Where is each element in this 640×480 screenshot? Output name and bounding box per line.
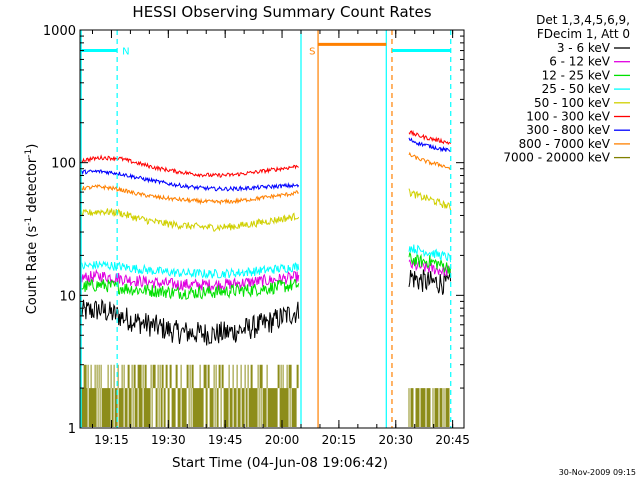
x-axis-ticks: 19:15 19:30 19:45 20:00 20:15 20:30 20:45 xyxy=(92,30,470,447)
series-800-7000-kev xyxy=(80,151,451,206)
legend-label: 25 - 50 keV xyxy=(542,82,611,96)
series-3-6-kev-segment-2 xyxy=(408,269,452,295)
annotation-n: N xyxy=(122,47,129,58)
legend-label: 300 - 800 keV xyxy=(526,123,610,137)
legend-entry-25-50-kev: 25 - 50 keV xyxy=(542,82,630,96)
legend-entry-800-7000-kev: 800 - 7000 keV xyxy=(519,137,630,151)
series-25-50-kev-segment-2 xyxy=(408,244,452,263)
y-tick-label: 1000 xyxy=(43,24,76,39)
series-800-7000-kev-segment-2 xyxy=(408,151,451,171)
series-100-300-kev-segment-2 xyxy=(408,129,452,146)
x-tick-label: 20:45 xyxy=(435,433,470,447)
legend-entry-3-6-kev: 3 - 6 keV xyxy=(557,41,630,55)
legend-label: 12 - 25 keV xyxy=(542,68,611,82)
x-tick-label: 19:30 xyxy=(151,433,186,447)
legend-label: 6 - 12 keV xyxy=(549,55,611,69)
legend-header-line-1: Det 1,3,4,5,6,9, xyxy=(536,13,630,27)
series-300-800-kev-segment-2 xyxy=(408,137,451,153)
series-50-100-kev-segment-2 xyxy=(408,188,452,211)
series-6-12-kev-segment-1 xyxy=(80,268,300,293)
x-tick-label: 20:15 xyxy=(322,433,357,447)
y-tick-label: 100 xyxy=(51,157,76,172)
timestamp: 30-Nov-2009 09:15 xyxy=(559,468,636,477)
legend-label: 50 - 100 keV xyxy=(534,96,611,110)
legend-entry-7000-20000-kev: 7000 - 20000 keV xyxy=(503,151,630,165)
series-3-6-kev-segment-1 xyxy=(80,298,300,346)
legend-entry-100-300-kev: 100 - 300 keV xyxy=(526,110,630,124)
legend-label: 3 - 6 keV xyxy=(557,41,611,55)
series-800-7000-kev-segment-1 xyxy=(80,184,299,206)
x-tick-label: 19:15 xyxy=(94,433,129,447)
x-tick-label: 19:45 xyxy=(208,433,243,447)
legend-label: 800 - 7000 keV xyxy=(519,137,611,151)
series-25-50-kev-segment-1 xyxy=(80,260,300,280)
y-axis-label-sup-2: -1 xyxy=(24,149,34,158)
annotation-s: S xyxy=(309,47,315,58)
y-tick-label: 10 xyxy=(59,289,76,304)
series-12-25-kev-segment-2 xyxy=(408,252,452,275)
x-axis-label: Start Time (04-Jun-08 19:06:42) xyxy=(172,455,388,471)
legend-label: 100 - 300 keV xyxy=(526,110,610,124)
x-tick-label: 20:00 xyxy=(265,433,300,447)
y-axis-ticks: 1 10 100 1000 xyxy=(43,24,464,437)
series-25-50-kev xyxy=(80,244,452,280)
y-axis-label: Count Rate (s-1 detector-1) xyxy=(24,144,40,315)
plot-frame xyxy=(79,29,465,429)
y-tick-label: 1 xyxy=(68,422,76,437)
y-axis-label-mid: detector xyxy=(25,157,40,217)
legend: Det 1,3,4,5,6,9, FDecim 1, Att 0 3 - 6 k… xyxy=(503,13,630,165)
legend-header-line-2: FDecim 1, Att 0 xyxy=(537,27,630,41)
chart-title: HESSI Observing Summary Count Rates xyxy=(132,3,431,21)
legend-entry-6-12-kev: 6 - 12 keV xyxy=(549,55,630,69)
series-7000-20000-kev xyxy=(80,364,450,427)
x-tick-label: 20:30 xyxy=(378,433,413,447)
series-7000-20000-kev-segment-2 xyxy=(408,388,450,427)
series-3-6-kev xyxy=(80,269,452,346)
legend-label: 7000 - 20000 keV xyxy=(503,151,610,165)
legend-entry-12-25-kev: 12 - 25 keV xyxy=(542,68,630,82)
legend-entry-50-100-kev: 50 - 100 keV xyxy=(534,96,630,110)
y-axis-label-sup-1: -1 xyxy=(24,217,34,226)
y-axis-label-end: ) xyxy=(25,144,40,149)
legend-entry-300-800-kev: 300 - 800 keV xyxy=(526,123,630,137)
y-axis-label-main: Count Rate (s xyxy=(25,226,40,315)
